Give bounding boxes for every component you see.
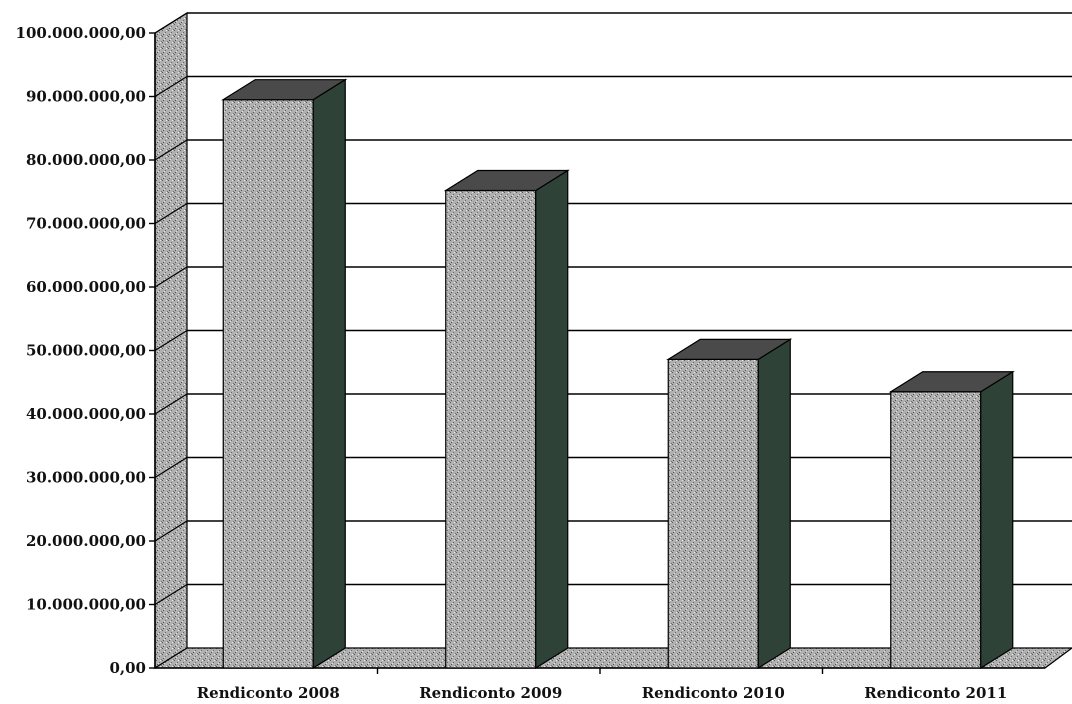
gridline-wall (154, 520, 188, 542)
y-tick-label: 30.000.000,00 (26, 469, 146, 487)
y-tick-label: 90.000.000,00 (26, 88, 146, 106)
bar-top (443, 169, 570, 192)
bar-front (667, 358, 759, 669)
x-category-label: Rendiconto 2010 (642, 684, 785, 702)
y-tick-label: 0,00 (109, 659, 146, 677)
y-tick-label: 20.000.000,00 (26, 532, 146, 550)
bar-side (312, 78, 346, 670)
gridline-wall (154, 202, 188, 225)
bar-front (222, 99, 314, 669)
gridline-wall (154, 583, 188, 606)
bar-side (980, 370, 1014, 670)
gridline-wall (154, 75, 188, 98)
y-tick-label: 60.000.000,00 (26, 278, 146, 296)
bar-top (888, 371, 1015, 393)
gridline-wall (154, 266, 188, 288)
bar-front (445, 189, 537, 669)
y-tick-label: 100.000.000,00 (16, 24, 146, 42)
x-category-label: Rendiconto 2008 (197, 684, 340, 702)
x-category-label: Rendiconto 2009 (419, 684, 562, 702)
bar-top (221, 79, 348, 101)
x-category-label: Rendiconto 2011 (864, 684, 1007, 702)
bar-side (757, 338, 791, 670)
y-tick-label: 70.000.000,00 (26, 215, 146, 233)
bar-front (890, 391, 982, 669)
gridline-wall (154, 456, 188, 479)
gridline-wall (154, 393, 188, 415)
y-tick-label: 40.000.000,00 (26, 405, 146, 423)
gridline-wall (154, 12, 188, 34)
plot-area: 0,00 10.000.000,00 20.000.000,00 30.000.000… (16, 11, 1072, 702)
gridline-wall (154, 329, 188, 352)
gridline-wall (154, 139, 188, 161)
y-tick-label: 50.000.000,00 (26, 342, 146, 360)
y-tick-label: 80.000.000,00 (26, 151, 146, 169)
y-tick-label: 10.000.000,00 (26, 596, 146, 614)
bar-top (666, 338, 793, 360)
bar-side (535, 169, 569, 670)
